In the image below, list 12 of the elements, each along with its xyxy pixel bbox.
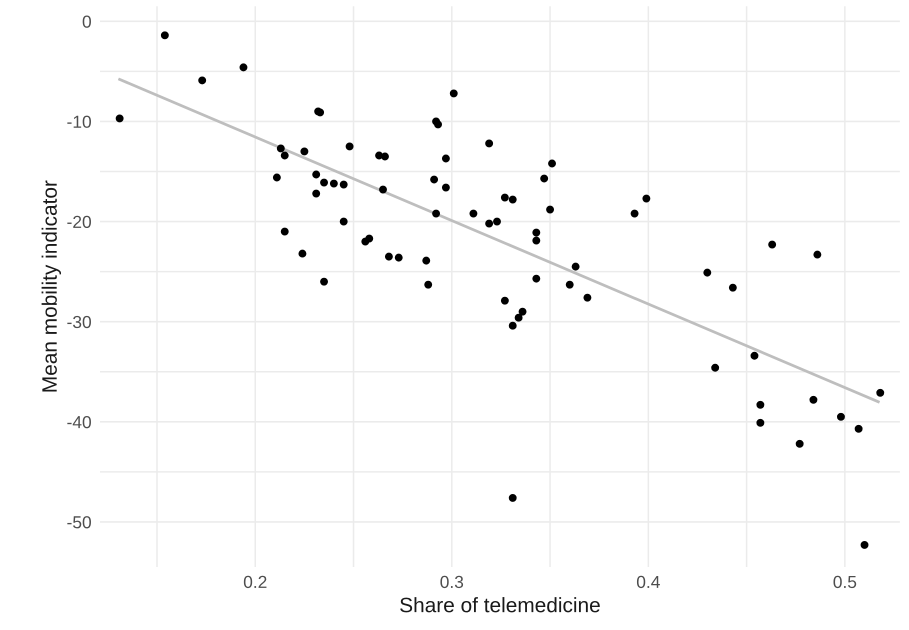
x-tick-label: 0.2 [244,576,266,588]
y-tick-label: -10 [67,116,91,128]
x-tick-label: 0.3 [440,576,464,588]
y-tick-label: 0 [82,15,91,28]
y-axis-title: Mean mobility indicator [42,180,62,392]
x-tick-label: 0.5 [833,576,856,588]
y-tick-label: -50 [67,516,91,528]
y-tick-label: -30 [67,316,91,328]
y-tick-label: -20 [67,216,91,228]
y-tick-label: -40 [67,416,91,428]
x-tick-label: 0.4 [636,576,660,588]
x-axis-title: Share of telemedicine [400,597,600,612]
